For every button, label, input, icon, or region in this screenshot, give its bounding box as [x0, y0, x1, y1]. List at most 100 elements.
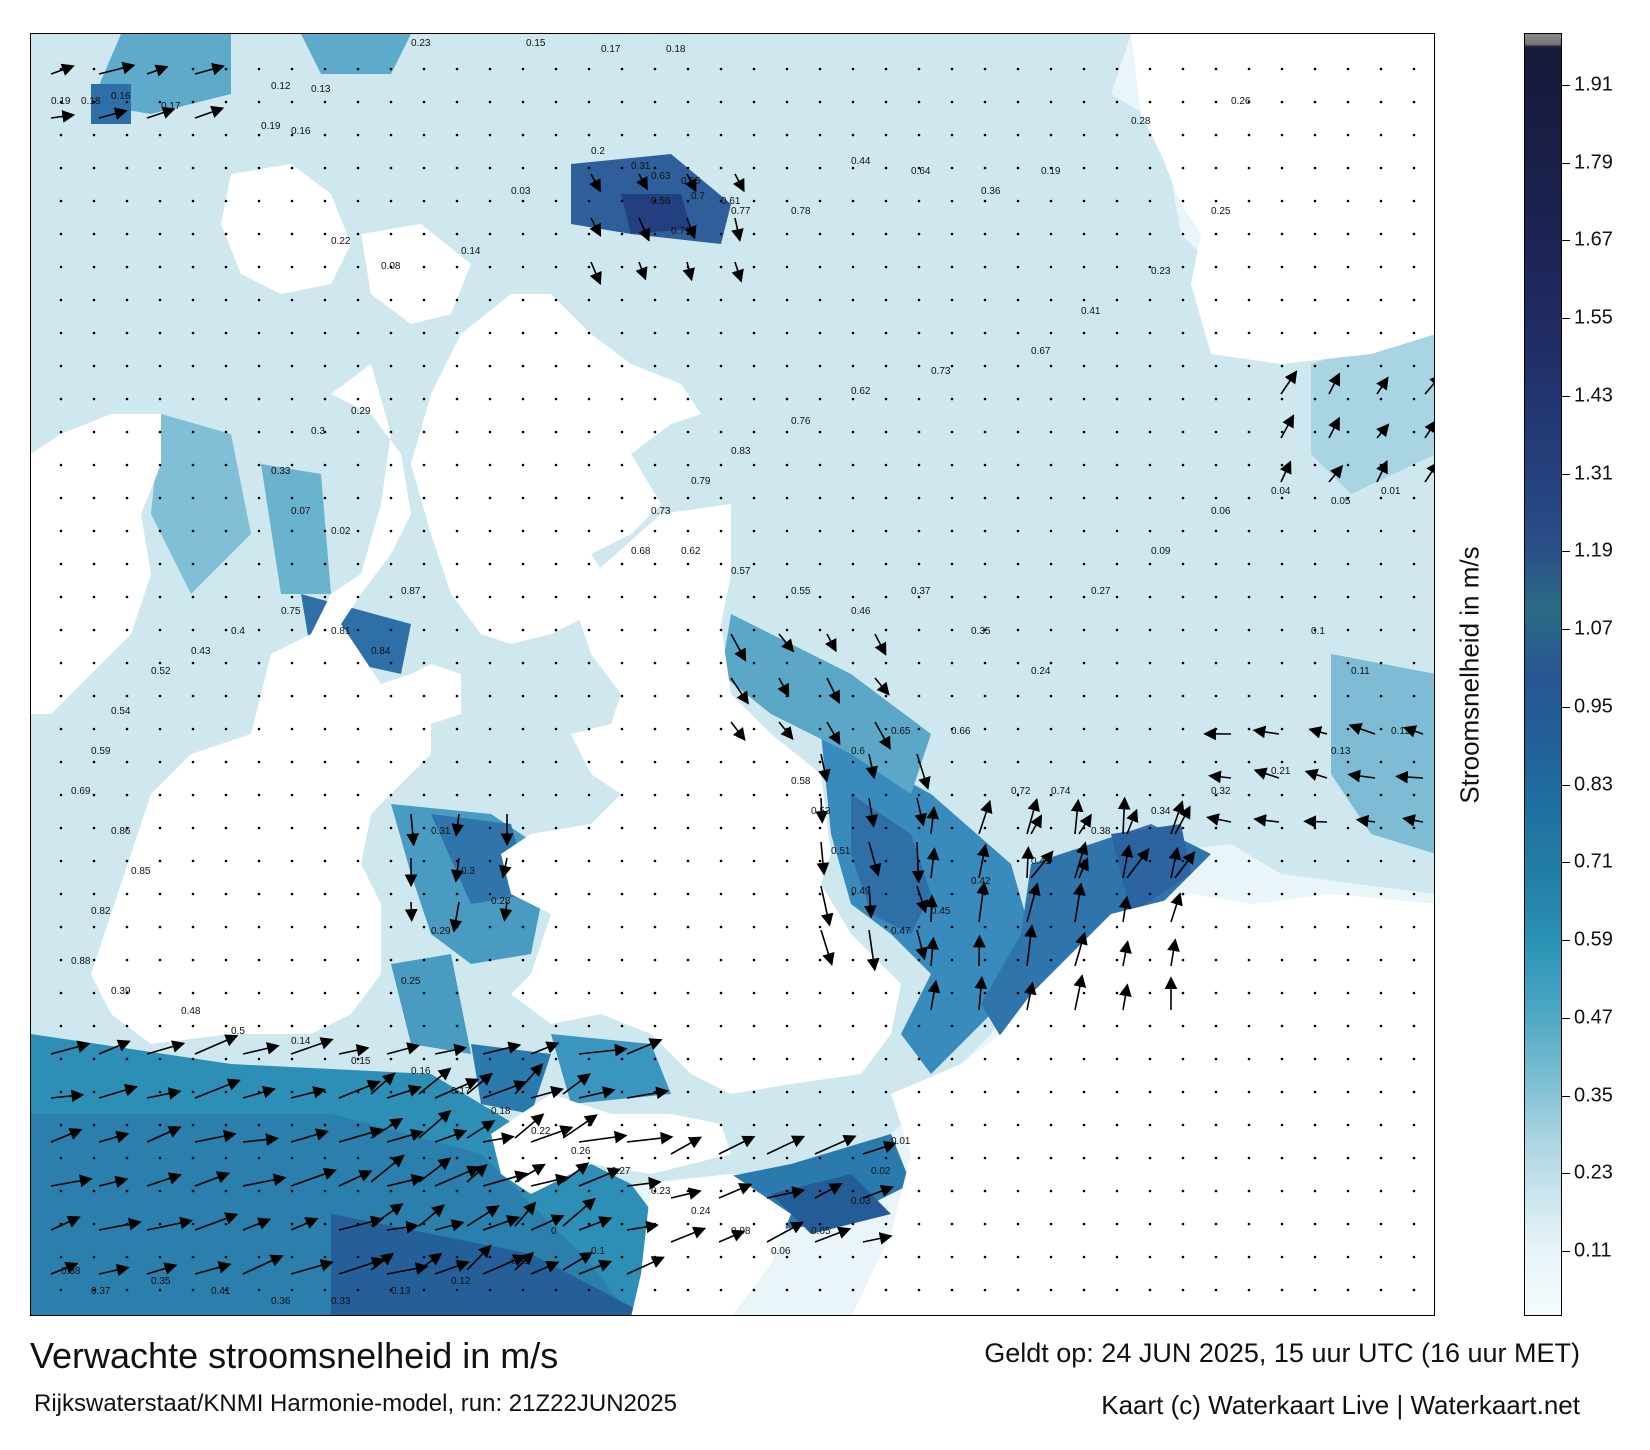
grid-dot	[521, 727, 525, 731]
grid-dot	[59, 133, 63, 137]
speed-value-label: 0.18	[491, 1106, 511, 1117]
grid-dot	[191, 364, 195, 368]
grid-dot	[323, 1123, 327, 1127]
grid-dot	[323, 859, 327, 863]
grid-dot	[983, 694, 987, 698]
speed-value-label: 0.35	[151, 1276, 171, 1287]
speed-value-label: 0.11	[511, 1256, 530, 1267]
current-arrow	[194, 62, 225, 76]
current-arrow	[1174, 805, 1191, 835]
grid-dot	[1115, 397, 1119, 401]
grid-dot	[752, 430, 756, 434]
grid-dot	[290, 463, 294, 467]
grid-dot	[818, 1222, 822, 1226]
grid-dot	[389, 265, 393, 269]
grid-dot	[1016, 562, 1020, 566]
grid-dot	[785, 430, 789, 434]
grid-dot	[587, 562, 591, 566]
grid-dot	[488, 661, 492, 665]
grid-dot	[950, 199, 954, 203]
grid-dot	[1082, 166, 1086, 170]
current-arrow	[338, 1215, 384, 1231]
grid-dot	[1379, 661, 1383, 665]
grid-dot	[455, 1189, 459, 1193]
grid-dot	[785, 1123, 789, 1127]
current-arrow	[1119, 983, 1132, 1011]
grid-dot	[224, 1090, 228, 1094]
grid-dot	[851, 694, 855, 698]
grid-dot	[290, 595, 294, 599]
colorbar-tick	[1562, 84, 1570, 86]
grid-dot	[950, 364, 954, 368]
grid-dot	[1148, 265, 1152, 269]
grid-dot	[653, 694, 657, 698]
grid-dot	[1313, 298, 1317, 302]
grid-dot	[554, 100, 558, 104]
grid-dot	[587, 1222, 591, 1226]
grid-dot	[1148, 1057, 1152, 1061]
grid-dot	[224, 232, 228, 236]
grid-dot	[1379, 529, 1383, 533]
current-arrow	[778, 633, 795, 653]
grid-dot	[1049, 892, 1053, 896]
grid-dot	[158, 232, 162, 236]
grid-dot	[1148, 595, 1152, 599]
grid-dot	[191, 694, 195, 698]
grid-dot	[59, 727, 63, 731]
grid-dot	[917, 628, 921, 632]
grid-dot	[1379, 331, 1383, 335]
current-arrow	[766, 1135, 806, 1155]
grid-dot	[950, 958, 954, 962]
grid-dot	[125, 562, 129, 566]
grid-dot	[785, 100, 789, 104]
current-arrow	[338, 1080, 381, 1099]
colorbar-tick	[1562, 862, 1570, 864]
grid-dot	[59, 958, 63, 962]
grid-dot	[1049, 958, 1053, 962]
current-arrow	[626, 1176, 662, 1190]
current-arrow	[718, 1182, 753, 1199]
grid-dot	[1313, 364, 1317, 368]
grid-dot	[1214, 430, 1218, 434]
grid-dot	[125, 826, 129, 830]
grid-dot	[257, 694, 261, 698]
grid-dot	[455, 133, 459, 137]
grid-dot	[917, 100, 921, 104]
grid-dot	[620, 1222, 624, 1226]
speed-value-label: 0.75	[281, 606, 301, 617]
grid-dot	[323, 1156, 327, 1160]
current-arrow	[1073, 974, 1087, 1011]
grid-dot	[620, 595, 624, 599]
grid-dot	[1379, 694, 1383, 698]
grid-dot	[620, 463, 624, 467]
current-arrow	[976, 881, 990, 923]
current-arrow	[386, 1128, 424, 1143]
grid-dot	[719, 1255, 723, 1259]
grid-dot	[785, 331, 789, 335]
current-arrow	[482, 1215, 521, 1231]
grid-dot	[752, 1222, 756, 1226]
grid-dot	[59, 1189, 63, 1193]
speed-value-label: 0.68	[631, 546, 651, 557]
grid-dot	[818, 1057, 822, 1061]
grid-dot	[488, 67, 492, 71]
grid-dot	[1412, 661, 1416, 665]
grid-dot	[125, 331, 129, 335]
grid-dot	[1346, 760, 1350, 764]
grid-dot	[455, 1090, 459, 1094]
current-arrow	[777, 677, 790, 698]
grid-dot	[1181, 67, 1185, 71]
grid-dot	[1247, 925, 1251, 929]
current-arrow	[1120, 844, 1134, 879]
grid-dot	[1346, 562, 1350, 566]
grid-dot	[1016, 859, 1020, 863]
grid-dot	[1280, 793, 1284, 797]
grid-dot	[1148, 331, 1152, 335]
grid-dot	[719, 298, 723, 302]
grid-dot	[1280, 100, 1284, 104]
grid-dot	[191, 727, 195, 731]
grid-dot	[554, 166, 558, 170]
speed-value-label: 0.36	[271, 1296, 291, 1307]
grid-dot	[1379, 562, 1383, 566]
speed-value-label: 0.27	[611, 1166, 631, 1177]
